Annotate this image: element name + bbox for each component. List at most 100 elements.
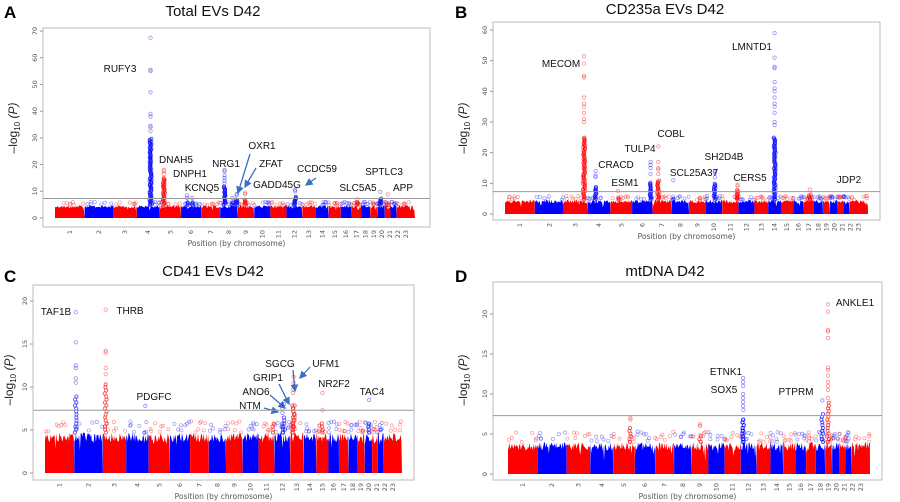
snp-point — [660, 432, 665, 437]
snp-point — [814, 438, 819, 443]
snp-point — [536, 434, 541, 439]
snp-point — [128, 422, 133, 427]
gene-label: DNAH5 — [159, 155, 193, 166]
snp-point — [396, 201, 401, 206]
snp-point — [390, 199, 395, 204]
snp-point — [829, 195, 834, 200]
peak-snp-point — [826, 400, 831, 405]
chromosome-band-10 — [242, 432, 259, 473]
snp-point — [677, 194, 682, 199]
peak-top-point — [741, 375, 746, 381]
snp-point — [89, 199, 93, 204]
x-tick-label: 3 — [575, 483, 583, 487]
chromosome-band-18 — [815, 443, 826, 474]
snp-point — [836, 194, 841, 199]
snp-point — [371, 427, 376, 432]
snp-point — [691, 434, 696, 439]
x-tick-label: 5 — [155, 483, 163, 487]
y-tick-label: 0 — [21, 471, 29, 475]
chromosome-band-13 — [302, 205, 317, 218]
snp-point — [698, 439, 703, 444]
snp-point — [821, 194, 826, 199]
snp-point — [123, 428, 127, 433]
snp-point — [226, 200, 231, 205]
peak-snp-point — [161, 176, 166, 181]
peak-top-point — [222, 173, 227, 178]
x-tick-label: 15 — [318, 483, 326, 491]
snp-point — [589, 438, 594, 443]
x-tick-label: 5 — [620, 483, 628, 487]
snp-point — [94, 420, 99, 424]
chromosome-band-19 — [822, 200, 831, 214]
snp-point — [507, 194, 511, 199]
chromosome-band-23 — [851, 442, 870, 474]
snp-point — [371, 202, 376, 207]
snp-point — [262, 421, 267, 426]
x-tick-label: 16 — [795, 223, 803, 231]
snp-point — [514, 430, 519, 435]
snp-point — [807, 435, 812, 440]
snp-point — [748, 195, 753, 200]
snp-point — [152, 202, 157, 207]
x-tick-label: 23 — [402, 230, 410, 238]
chromosome-band-2 — [537, 442, 567, 474]
snp-point — [611, 435, 616, 440]
snp-point — [267, 201, 271, 206]
x-tick-label: 5 — [166, 230, 174, 234]
snp-point — [326, 421, 331, 425]
snp-point — [819, 196, 824, 201]
chromosome-band-5 — [148, 433, 171, 473]
snp-point — [347, 201, 352, 206]
snp-point — [771, 433, 776, 438]
snp-point — [379, 427, 383, 432]
snp-point — [507, 437, 511, 442]
chromosome-band-4 — [590, 442, 614, 474]
snp-point — [769, 195, 774, 200]
snp-point — [730, 430, 735, 435]
chromosome-band-15 — [780, 200, 794, 214]
snp-point — [334, 202, 339, 207]
x-tick-label: 13 — [760, 483, 768, 491]
chromosome-band-21 — [839, 443, 846, 474]
snp-point — [697, 196, 702, 201]
snp-point — [789, 195, 794, 200]
snp-point — [768, 439, 773, 444]
snp-point — [209, 422, 214, 427]
snp-point — [625, 194, 630, 199]
snp-point — [320, 203, 325, 207]
panel-letter: A — [4, 3, 16, 22]
x-tick-label: 23 — [857, 483, 865, 491]
peak-snp-point — [808, 192, 813, 197]
gene-label: LMNTD1 — [732, 42, 772, 53]
peak-top-point — [581, 75, 587, 80]
snp-point — [251, 427, 256, 432]
snp-point — [360, 430, 365, 435]
chromosome-band-10 — [254, 205, 271, 218]
snp-point — [350, 202, 355, 207]
snp-point — [668, 433, 672, 438]
snp-point — [611, 432, 616, 436]
snp-point — [830, 194, 834, 199]
peak-snp-point — [149, 136, 154, 141]
snp-point — [767, 195, 772, 200]
y-tick-label: 40 — [31, 107, 39, 115]
snp-point — [342, 200, 347, 204]
snp-point — [361, 201, 366, 206]
snp-point — [202, 202, 207, 207]
peak-top-point — [148, 35, 153, 40]
y-tick-label: 60 — [481, 26, 489, 34]
snp-point — [332, 201, 337, 206]
snp-point — [128, 423, 133, 428]
snp-point — [828, 195, 833, 200]
y-label-argument: (P) — [456, 355, 470, 374]
snp-point — [635, 429, 640, 434]
snp-point — [270, 200, 275, 205]
snp-point — [634, 196, 639, 201]
snp-point — [827, 439, 832, 444]
snp-point — [251, 420, 256, 425]
snp-point — [340, 428, 345, 433]
snp-point — [576, 194, 581, 198]
y-tick-label: 15 — [481, 350, 489, 358]
snp-point — [853, 437, 857, 442]
snp-point — [598, 196, 603, 201]
